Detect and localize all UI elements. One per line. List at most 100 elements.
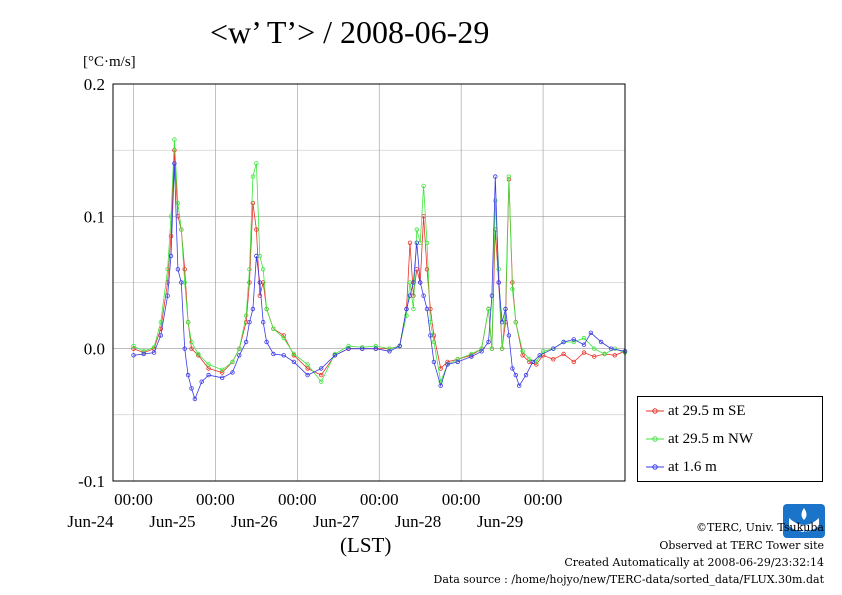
series-point-0 — [281, 333, 286, 338]
x-tick-day: Jun-28 — [395, 512, 441, 531]
series-point-2 — [445, 362, 450, 367]
series-point-2 — [486, 339, 491, 345]
series-point-2 — [387, 349, 392, 354]
legend-swatch-1-6m — [646, 464, 664, 470]
series-point-2 — [571, 337, 576, 342]
legend-label-1-6m: at 1.6 m — [668, 458, 717, 475]
series-point-2 — [305, 372, 310, 378]
series-point-2 — [291, 359, 297, 365]
series-point-0 — [319, 372, 324, 378]
series-point-2 — [493, 174, 498, 179]
series-point-2 — [499, 320, 505, 325]
series-point-2 — [421, 293, 426, 298]
series-point-2 — [418, 280, 423, 285]
series-point-0 — [250, 200, 256, 206]
series-point-2 — [506, 333, 512, 338]
chart-ticks: -0.10.00.10.200:00Jun-2400:00Jun-2500:00… — [67, 75, 562, 531]
series-point-1 — [411, 306, 416, 312]
x-axis-label: (LST) — [340, 533, 392, 557]
series-point-0 — [189, 346, 194, 351]
series-point-1 — [254, 161, 259, 166]
series-point-2 — [165, 293, 170, 298]
y-tick-label: 0.2 — [84, 75, 105, 94]
series-point-2 — [414, 240, 419, 245]
plot-frame — [112, 83, 626, 482]
series-point-2 — [189, 386, 194, 391]
x-tick-time: 00:00 — [278, 490, 317, 509]
series-point-0 — [182, 267, 187, 272]
series-point-2 — [206, 372, 211, 378]
series-point-2 — [261, 320, 266, 325]
series-point-1 — [141, 349, 146, 354]
series-point-1 — [291, 351, 297, 357]
series-point-1 — [185, 320, 191, 325]
source-text: Data source : /home/hojyo/new/TERC-data/… — [433, 573, 825, 586]
series-point-0 — [254, 227, 259, 232]
series-point-2 — [411, 280, 416, 285]
series-point-0 — [407, 240, 413, 245]
series-point-0 — [424, 267, 430, 272]
series-point-2 — [271, 351, 276, 357]
series-point-0 — [551, 357, 556, 362]
series-point-1 — [179, 227, 184, 232]
series-point-1 — [499, 346, 505, 351]
series-point-2 — [247, 320, 252, 325]
x-tick-day: Jun-25 — [149, 512, 195, 531]
series-point-1 — [424, 240, 430, 245]
chart-title: <w’ T’> / 2008-06-29 — [210, 14, 490, 50]
legend-item-se: at 29.5 m SE — [646, 401, 746, 421]
chart-series — [131, 137, 628, 402]
x-tick-day: Jun-27 — [313, 512, 360, 531]
series-point-2 — [407, 293, 413, 298]
series-point-1 — [206, 362, 211, 367]
series-point-1 — [230, 359, 235, 365]
series-point-2 — [141, 351, 146, 357]
series-point-1 — [261, 267, 266, 272]
series-point-1 — [219, 367, 225, 372]
series-point-0 — [219, 370, 225, 375]
series-point-2 — [360, 346, 365, 351]
series-point-2 — [609, 346, 614, 351]
x-tick-time: 00:00 — [524, 490, 563, 509]
series-point-0 — [592, 354, 597, 359]
series-point-1 — [493, 198, 498, 203]
series-point-2 — [561, 339, 566, 345]
series-line-1 — [133, 139, 626, 384]
logo-text: TERC — [794, 529, 814, 537]
series-point-2 — [479, 349, 484, 354]
series-point-0 — [131, 346, 136, 351]
series-point-2 — [319, 366, 324, 371]
series-point-0 — [438, 366, 443, 371]
series-point-1 — [281, 335, 286, 341]
series-point-1 — [520, 349, 525, 354]
series-point-1 — [247, 267, 252, 272]
series-point-2 — [424, 306, 430, 312]
series-point-0 — [247, 280, 252, 285]
series-point-1 — [271, 326, 276, 331]
series-point-1 — [165, 267, 170, 272]
series-point-2 — [179, 280, 184, 285]
legend-item-1-6m: at 1.6 m — [646, 457, 717, 477]
series-point-1 — [510, 286, 515, 292]
series-point-2 — [199, 379, 204, 384]
series-point-1 — [346, 343, 351, 349]
series-point-2 — [182, 346, 187, 351]
series-point-2 — [131, 353, 136, 358]
series-point-2 — [175, 267, 181, 272]
series-point-0 — [520, 353, 525, 358]
series-point-2 — [257, 280, 262, 285]
series-point-1 — [172, 137, 177, 142]
series-point-0 — [571, 359, 576, 365]
series-point-1 — [571, 339, 576, 345]
series-point-1 — [387, 346, 392, 351]
series-point-1 — [264, 306, 269, 312]
series-point-2 — [237, 353, 242, 358]
series-point-2 — [489, 293, 495, 298]
chart-grid — [113, 83, 625, 482]
series-point-1 — [237, 346, 242, 351]
series-point-2 — [455, 359, 460, 365]
series-point-1 — [414, 227, 419, 232]
series-point-1 — [486, 306, 491, 312]
series-point-1 — [540, 349, 546, 354]
